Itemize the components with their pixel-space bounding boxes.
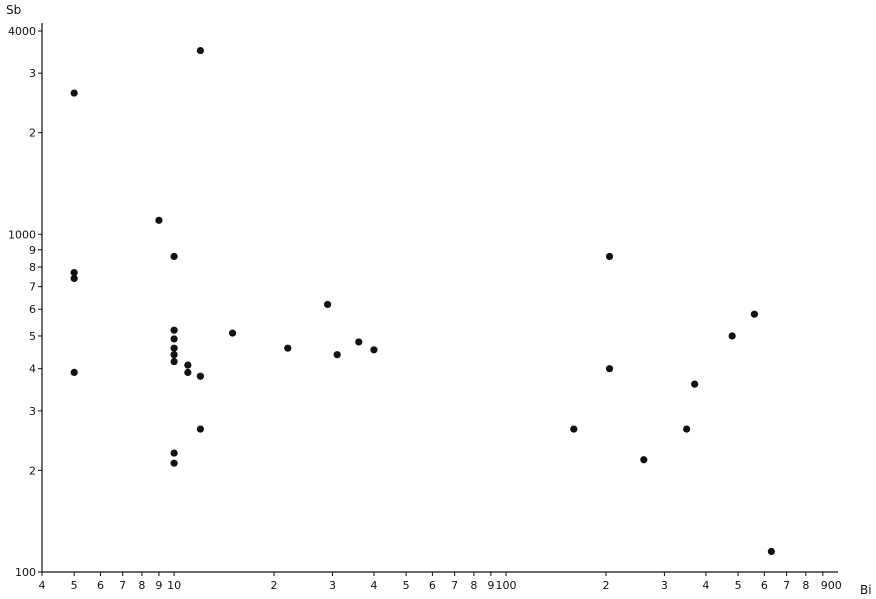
x-tick-label: 7 (119, 579, 126, 592)
y-tick-label: 3 (29, 405, 36, 418)
y-tick-label: 3 (29, 67, 36, 80)
y-ticks: 100 2 3 4 5 6 7 8 9 1000 2 3 4000 (8, 25, 42, 579)
x-tick-label: 2 (271, 579, 278, 592)
data-point (605, 365, 614, 373)
data-point (170, 459, 178, 467)
x-axis-label-suffix: Bi (860, 583, 872, 597)
y-tick-label: 2 (29, 127, 36, 140)
data-point (70, 269, 78, 277)
x-tick-label: 9 (155, 579, 162, 592)
x-tick-label: 7 (451, 579, 458, 592)
x-tick-label: 4 (370, 579, 377, 592)
data-point (170, 449, 178, 457)
y-tick-label: 8 (29, 261, 36, 274)
y-tick-label: 6 (29, 303, 36, 316)
x-tick-label: 8 (470, 579, 477, 592)
x-tick-label: 3 (329, 579, 336, 592)
data-point (570, 425, 578, 433)
y-tick-label: 1000 (8, 228, 36, 241)
data-point (170, 357, 178, 366)
data-point (170, 351, 178, 359)
data-point (170, 335, 178, 343)
x-tick-label: 5 (403, 579, 410, 592)
y-axis-label: Sb (6, 3, 21, 17)
x-tick-label: 9 (487, 579, 494, 592)
data-point (750, 310, 759, 318)
y-tick-label: 4000 (8, 25, 36, 38)
data-point (170, 326, 178, 334)
data-point (691, 380, 699, 388)
data-point (640, 456, 648, 464)
data-point (70, 274, 78, 283)
x-tick-label: 8 (138, 579, 145, 592)
x-tick-label: 10 (167, 579, 181, 592)
data-point (355, 338, 363, 346)
y-tick-label: 5 (29, 330, 36, 343)
axes (41, 23, 838, 573)
data-point (728, 332, 736, 340)
data-point (70, 368, 78, 377)
x-tick-label: 6 (97, 579, 104, 592)
data-point (683, 425, 691, 433)
x-tick-label: 5 (735, 579, 742, 592)
data-point (196, 425, 204, 433)
x-tick-label: 6 (761, 579, 768, 592)
data-point (228, 329, 237, 337)
x-tick-label: 5 (71, 579, 78, 592)
y-tick-label: 7 (29, 281, 36, 294)
x-tick-label: 6 (429, 579, 436, 592)
x-ticks: 4 5 6 7 8 9 10 2 3 4 5 6 7 8 9 100 2 3 4 5 6 7 8 900 (39, 572, 842, 592)
y-tick-label: 2 (29, 464, 36, 477)
data-point (284, 344, 292, 352)
data-point (170, 344, 178, 352)
data-point (170, 252, 178, 261)
x-tick-label: 2 (602, 579, 609, 592)
data-point (70, 89, 78, 97)
y-tick-label: 9 (29, 244, 36, 257)
y-tick-label: 100 (15, 566, 36, 579)
x-tick-label: 8 (802, 579, 809, 592)
data-point (323, 300, 332, 309)
data-point (196, 372, 204, 380)
data-point (196, 46, 204, 55)
data-point (605, 252, 614, 261)
x-tick-label: 4 (39, 579, 46, 592)
data-point (370, 346, 378, 354)
data-point (767, 547, 775, 556)
x-tick-label: 7 (783, 579, 790, 592)
data-point (184, 361, 192, 369)
data-point (184, 368, 192, 377)
x-tick-label: 4 (702, 579, 709, 592)
x-tick-label: 100 (496, 579, 517, 592)
data-point (155, 216, 163, 224)
x-tick-label: 3 (661, 579, 668, 592)
x-tick-label: 900 (821, 579, 842, 592)
data-point (333, 351, 341, 359)
y-tick-label: 4 (29, 363, 36, 376)
data-points (70, 46, 775, 556)
